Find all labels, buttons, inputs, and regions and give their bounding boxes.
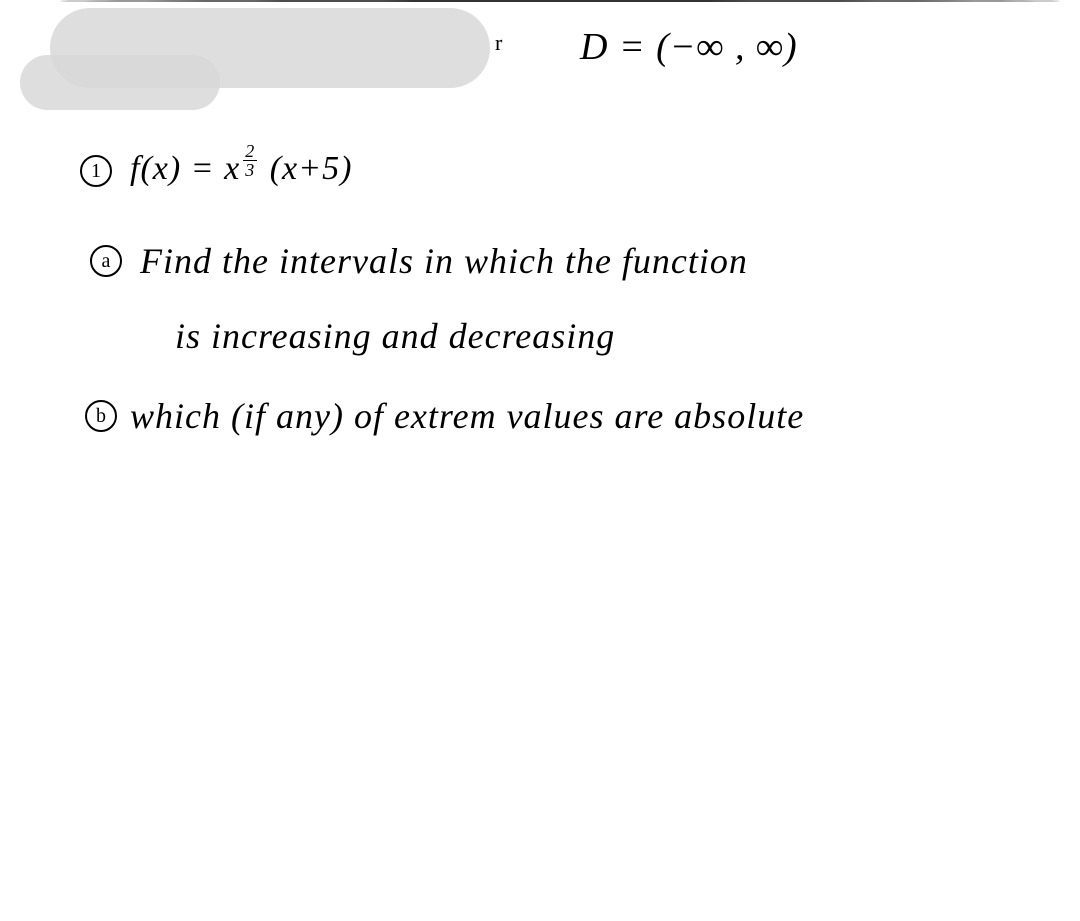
problem-number-circle: 1 <box>80 155 112 187</box>
small-mark: r <box>495 30 502 56</box>
function-factor: (x+5) <box>260 150 352 187</box>
function-definition: f(x) = x23 (x+5) <box>130 150 352 188</box>
part-b-text: which (if any) of extrem values are abso… <box>130 395 804 437</box>
function-exponent-fraction: 23 <box>243 142 257 179</box>
part-a-line2: is increasing and decreasing <box>175 315 615 357</box>
function-lhs: f(x) = <box>130 150 224 187</box>
exponent-denominator: 3 <box>243 161 257 179</box>
domain-expression: D = (−∞ , ∞) <box>580 25 798 69</box>
part-b-circle: b <box>85 400 117 432</box>
eraser-smudge <box>20 55 220 110</box>
part-a-line1: Find the intervals in which the function <box>140 240 748 282</box>
function-base: x <box>224 150 240 187</box>
part-a-circle: a <box>90 245 122 277</box>
page-top-rule <box>60 0 1060 2</box>
exponent-numerator: 2 <box>243 142 257 161</box>
